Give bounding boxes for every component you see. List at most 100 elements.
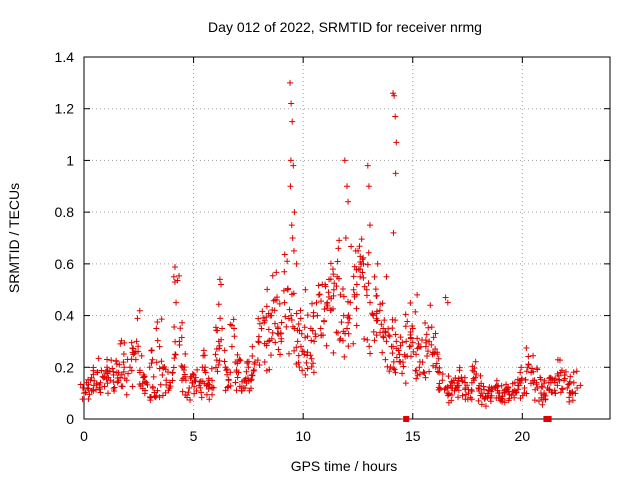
data-point [469,363,476,370]
data-point [104,364,111,371]
data-point [330,271,337,278]
data-point [377,301,384,308]
data-point [205,375,212,382]
data-point [304,312,311,319]
data-point [189,370,196,377]
data-point [566,380,573,387]
data-point [264,286,271,293]
data-point [221,358,228,365]
data-point [288,100,295,107]
data-point [413,367,420,374]
data-point [281,299,288,306]
data-point [115,369,122,376]
data-point [426,338,433,345]
data-point [153,325,160,332]
data-point [367,299,374,306]
data-point [393,345,400,352]
data-point [420,369,427,376]
data-point [140,371,147,378]
data-point [380,333,387,340]
data-point [95,355,102,362]
data-point [423,331,430,338]
data-point [425,348,432,355]
data-point [256,320,263,327]
data-point [353,281,360,288]
data-point [104,356,111,363]
data-point [439,377,446,384]
data-point [434,349,441,356]
data-point [365,280,372,287]
data-point [555,372,562,379]
data-point [254,357,261,364]
data-point [561,375,568,382]
data-point [136,367,143,374]
data-point [373,332,380,339]
data-point [330,286,337,293]
data-point [128,367,135,374]
data-point [396,351,403,358]
data-point [340,328,347,335]
data-point [263,342,270,349]
y-tick-label: 0.8 [55,204,75,220]
data-point [121,364,128,371]
data-point [346,315,353,322]
data-point [530,352,537,359]
data-point [389,325,396,332]
data-point [172,264,179,271]
data-point [464,382,471,389]
data-point [281,251,288,258]
data-point [313,299,320,306]
data-point [221,347,228,354]
data-point [324,302,331,309]
data-point [409,323,416,330]
data-point [556,377,563,384]
data-point [566,398,573,405]
data-point [268,335,275,342]
data-point [202,364,209,371]
data-point [428,324,435,331]
data-point [552,375,559,382]
data-point [284,285,291,292]
data-point [294,338,301,345]
data-point [283,323,290,330]
data-point [249,353,256,360]
data-point [414,335,421,342]
data-point [392,317,399,324]
data-point [82,389,89,396]
data-point [449,391,456,398]
data-point [203,382,210,389]
data-point [367,350,374,357]
data-point [309,327,316,334]
data-point [533,381,540,388]
data-point [480,383,487,390]
data-point [380,334,387,341]
data-point [567,373,574,380]
data-point [176,272,183,279]
data-point [142,387,149,394]
data-point [260,315,267,322]
data-point [206,381,213,388]
data-point [417,343,424,350]
data-point [552,390,559,397]
data-point [560,377,567,384]
data-point [233,367,240,374]
data-point [475,397,482,404]
data-point [360,274,367,281]
data-point [364,336,371,343]
data-point [322,283,329,290]
x-axis-label: GPS time / hours [291,458,398,474]
data-point [356,243,363,250]
data-point [541,390,548,397]
data-point [308,337,315,344]
data-point [307,352,314,359]
data-point [506,395,513,402]
data-point [288,222,295,229]
data-point [472,358,479,365]
data-point [493,377,500,384]
data-point [327,260,334,267]
data-point [345,330,352,337]
data-point [455,394,462,401]
data-point [261,358,268,365]
data-point [212,351,219,358]
data-point [154,318,161,325]
